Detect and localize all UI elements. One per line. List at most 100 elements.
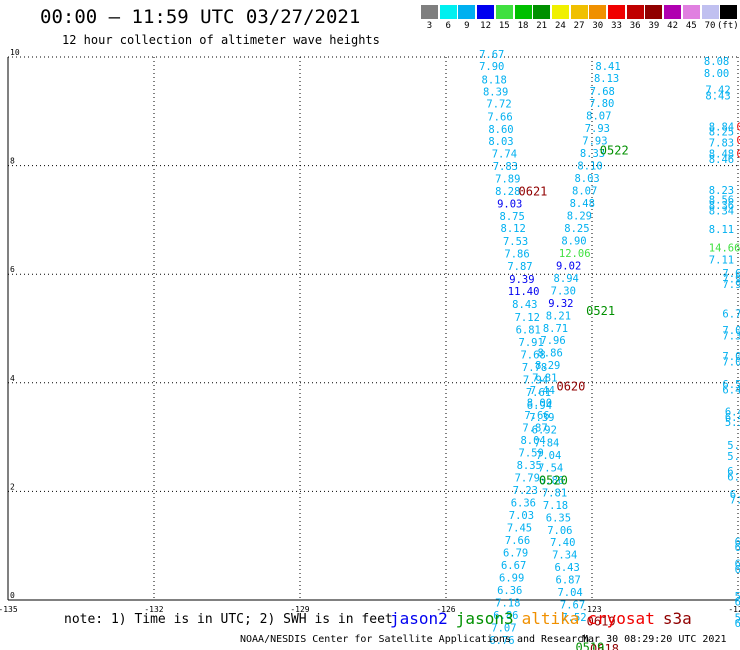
wave-height-value: 8.18 [482,75,507,87]
wave-height-value: 7.81 [532,373,557,385]
scale-label: 9 [464,21,470,31]
scale-swatch [514,5,532,19]
wave-height-value: 7.66 [505,535,530,547]
wave-height-value: 9.32 [548,298,573,310]
wave-height-value: 7.59 [519,448,544,460]
wave-height-value: 7.06 [547,525,572,537]
wave-height-value: 6.2 [735,596,740,608]
wave-height-value: 7.61 [526,387,551,399]
wave-height-value: 7.83 [493,161,518,173]
wave-height-value: 7.80 [589,98,614,110]
footer-credit: NOAA/NESDIS Center for Satellite Applica… [240,634,590,645]
wave-height-value: 5.63 [727,440,740,452]
x-tick-label: -129 [290,605,309,614]
wave-height-value: 7.74 [492,148,517,160]
wave-height-value: 7.52 [561,612,586,624]
legend-entry-cryosat: cryosat [587,609,655,628]
scale-swatch [495,5,513,19]
wave-height-value: 7.94 [523,374,548,386]
wave-height-value: 07 [737,121,740,133]
pass-time-label: 0621 [519,184,548,198]
scale-label: 70 [704,21,716,31]
scale-label: 18 [517,21,529,31]
wave-height-value: 7.67 [479,49,504,61]
wave-height-value: 8.36 [709,200,734,212]
scale-swatch [533,5,551,19]
wave-height-value: 8.29 [567,210,592,222]
wave-height-value: 7.38 [722,330,740,342]
wave-height-value: 7.03 [722,356,740,368]
wave-height-value: 8.43 [512,299,537,311]
wave-height-value: 7.44 [530,385,555,397]
wave-height-value: 6.86 [539,475,564,487]
scale-swatch [421,5,438,19]
wave-height-value: 8.07 [572,185,597,197]
wave-height-value: 8.23 [709,185,734,197]
x-tick-label: -126 [436,605,455,614]
wave-height-value: 07 [737,148,740,160]
scale-swatch [701,5,719,19]
axis-tick-labels: -135 -132 -129 -126 -123 -120 0 2 4 6 8 10 [0,48,740,614]
wave-height-value: 8.94 [554,273,579,285]
y-tick-label: 8 [10,157,15,166]
wave-height-value: 8.07 [586,110,611,122]
wave-height-value: 8.03 [488,136,513,148]
wave-height-value: 9.02 [556,260,581,272]
legend-entry-jason2: jason2 [390,609,448,628]
scale-swatch [458,5,476,19]
wave-height-value: 9.03 [497,198,522,210]
wave-height-value: 7.40 [550,537,575,549]
wave-height-value: 5.36 [725,417,740,429]
color-scale-unit: (ft) [717,21,739,31]
wave-height-value: 8.25 [564,223,589,235]
footer-timestamp: Mar 30 08:29:20 UTC 2021 [582,634,727,645]
wave-height-value: 8.10 [577,160,602,172]
wave-height-value: 6.94 [527,400,552,412]
y-tick-label: 2 [10,482,15,491]
wave-height-value: 8.60 [488,124,513,136]
x-tick-label: -123 [582,605,601,614]
wave-height-value: 6.67 [501,560,526,572]
wave-height-value: 7.34 [552,550,577,562]
chart-title: 00:00 – 11:59 UTC 03/27/2021 [40,6,361,28]
wave-height-value: 8.21 [546,310,571,322]
wave-height-value: 7.07 [491,622,516,634]
wave-height-value: 7.04 [536,450,561,462]
wave-height-value: 8.28 [495,186,520,198]
wave-height-value: 7.68 [590,86,615,98]
scale-swatch [589,5,607,19]
wave-height-value: 7.04 [557,587,582,599]
wave-height-value: 7.96 [540,335,565,347]
scale-label: 21 [536,21,548,31]
pass-time-label: 0620 [556,379,585,393]
wave-height-value: 6.8 [735,537,740,549]
scale-swatch [626,5,644,19]
satellite-legend: jason2 jason3 altika cryosat s3a [390,609,700,628]
scale-label: 15 [498,21,510,31]
wave-height-value: 7.92 [722,279,740,291]
wave-height-value: 7.93 [585,123,610,135]
scale-label: 6 [445,21,451,31]
wave-height-value: 8.48 [570,198,595,210]
wave-height-value: 6.99 [499,573,524,585]
scale-label: 12 [480,21,492,31]
wave-height-value: 7.05 [722,325,740,337]
wave-height-value: 6.81 [516,324,541,336]
wave-height-value: 7.03 [509,510,534,522]
scale-label: 24 [554,21,566,31]
wave-height-value: 5.8 [735,613,740,625]
scale-swatch [645,5,663,19]
wave-height-value: 7.68 [520,349,545,361]
wave-height-value: 8.35 [517,460,542,472]
scale-swatch [439,5,457,19]
footnote: note: 1) Time is in UTC; 2) SWH is in fe… [64,612,393,627]
wave-height-value: 7.93 [582,135,607,147]
wave-height-value: 6.86 [493,610,518,622]
scale-swatch [608,5,625,19]
wave-height-value: 7.12 [515,312,540,324]
wave-height-value: 7.84 [534,437,559,449]
wave-height-value: 7.79 [515,473,540,485]
wave-height-value: 8.08 [704,56,729,68]
wave-height-value: 8.03 [574,173,599,185]
